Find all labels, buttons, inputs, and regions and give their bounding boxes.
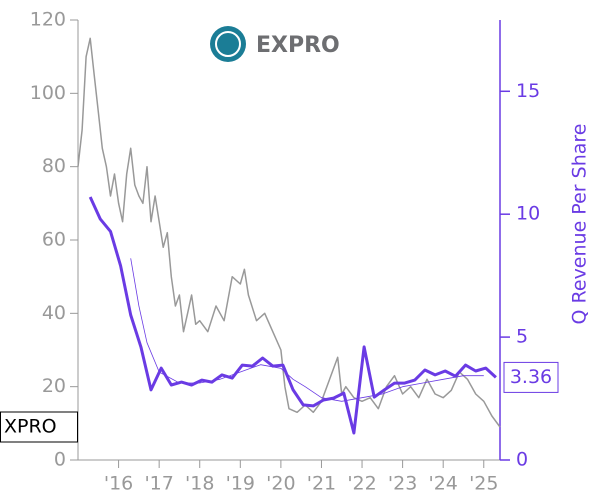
x-tick-label: '16 [104, 473, 133, 495]
ticker-label: XPRO [4, 416, 57, 438]
x-tick-label: '18 [185, 473, 214, 495]
x-tick-label: '22 [347, 473, 376, 495]
x-tick-label: '23 [388, 473, 417, 495]
x-tick-label: '24 [428, 473, 457, 495]
ticker-box [0, 411, 78, 443]
series-line [77, 37, 501, 428]
y2-axis-label: Q Revenue Per Share [569, 124, 591, 325]
last-value-label: 3.36 [510, 366, 552, 388]
y2-tick-label: 5 [516, 326, 528, 348]
y-tick-label: 120 [30, 9, 66, 31]
logo-icon-ring [215, 31, 241, 57]
y2-tick-label: 0 [516, 449, 528, 471]
y-tick-label: 80 [42, 155, 66, 177]
x-tick-label: '19 [226, 473, 255, 495]
y-tick-label: 20 [42, 375, 66, 397]
logo: EXPRO [210, 26, 340, 62]
series-line [88, 196, 497, 435]
x-tick-label: '25 [469, 473, 498, 495]
x-tick-label: '21 [307, 473, 336, 495]
x-tick-label: '20 [266, 473, 295, 495]
y2-tick-label: 15 [516, 80, 540, 102]
logo-text: EXPRO [256, 33, 340, 58]
y-tick-label: 40 [42, 302, 66, 324]
y2-tick-label: 10 [516, 203, 540, 225]
y-tick-label: 0 [54, 449, 66, 471]
last-value-box [503, 361, 559, 393]
y-tick-label: 100 [30, 82, 66, 104]
x-tick-label: '17 [144, 473, 173, 495]
y-tick-label: 60 [42, 229, 66, 251]
